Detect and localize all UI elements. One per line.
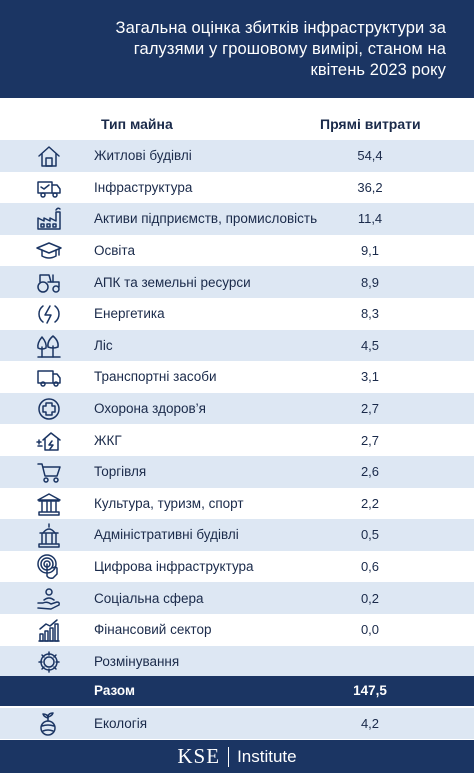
energy-icon	[34, 301, 64, 327]
row-label: ЖКГ	[94, 432, 122, 448]
row-label: Охорона здоров’я	[94, 401, 206, 417]
trees-icon	[34, 333, 64, 359]
row-value: 2,2	[360, 495, 380, 511]
table-row: Житлові будівлі 54,4	[0, 140, 474, 172]
row-value: 8,3	[360, 306, 380, 322]
truck-icon	[34, 175, 64, 201]
row-value: 0,0	[360, 622, 380, 638]
row-label: Соціальна сфера	[94, 590, 204, 606]
table-row: Адміністративні будівлі 0,5	[0, 519, 474, 551]
table-row: Соціальна сфера 0,2	[0, 582, 474, 614]
van-icon	[34, 364, 64, 390]
row-label: Транспортні засоби	[94, 369, 217, 385]
header-banner: Загальна оцінка збитків інфраструктури з…	[0, 0, 474, 98]
column-header-cost: Прямі витрати	[320, 116, 421, 132]
table-row: Інфраструктура 36,2	[0, 171, 474, 204]
medical-cross-icon	[34, 396, 64, 422]
table-row: АПК та земельні ресурси 8,9	[0, 266, 474, 298]
table-row: Енергетика 8,3	[0, 297, 474, 330]
digital-hand-icon	[34, 553, 64, 580]
title-line-2: галузями у грошовому вимірі, станом на	[133, 39, 446, 58]
table-row: Торгівля 2,6	[0, 455, 474, 488]
row-label: Цифрова інфраструктура	[94, 559, 254, 575]
row-value: 0,2	[360, 590, 380, 606]
tractor-icon	[34, 269, 64, 295]
institute-label: Institute	[237, 746, 297, 766]
title-line-1: Загальна оцінка збитків інфраструктури з…	[115, 18, 446, 37]
total-row: Разом 147,5	[0, 676, 474, 706]
row-value: 36,2	[357, 179, 383, 195]
page-title: Загальна оцінка збитків інфраструктури з…	[116, 18, 446, 81]
shopping-cart-icon	[34, 459, 64, 485]
row-label: Культура, туризм, спорт	[94, 495, 244, 511]
factory-icon	[34, 206, 64, 232]
row-value: 2,7	[360, 401, 380, 417]
demining-gear-icon	[34, 649, 64, 675]
row-label: Ліс	[94, 337, 113, 353]
row-value: 0,5	[360, 527, 380, 543]
footer-divider	[228, 746, 230, 767]
total-label: Разом	[94, 683, 135, 698]
graduation-cap-icon	[34, 238, 64, 264]
row-label: Торгівля	[94, 464, 147, 480]
row-value: 54,4	[357, 148, 383, 164]
row-value: 8,9	[360, 274, 380, 290]
footer-brand: KSE Institute	[0, 740, 474, 773]
table-row: Культура, туризм, спорт 2,2	[0, 487, 474, 520]
row-label: Фінансовий сектор	[94, 622, 212, 638]
ecology-row: Екологія 4,2	[0, 708, 474, 739]
row-label: Освіта	[94, 243, 135, 259]
social-hand-icon	[34, 585, 64, 611]
table-row: Активи підприємств, промисловість 11,4	[0, 203, 474, 235]
row-value: 0,6	[360, 559, 380, 575]
ecology-label: Екологія	[94, 716, 148, 731]
row-value: 4,5	[360, 337, 380, 353]
museum-icon	[34, 491, 64, 517]
row-label: Інфраструктура	[94, 179, 193, 195]
table-row: ЖКГ 2,7	[0, 424, 474, 456]
column-headers: Тип майна Прямі витрати	[0, 108, 474, 140]
table-row: Транспортні засоби 3,1	[0, 361, 474, 393]
row-label: Енергетика	[94, 306, 165, 322]
row-value: 9,1	[360, 243, 380, 259]
row-label: Активи підприємств, промисловість	[94, 211, 318, 227]
finance-chart-icon	[34, 617, 64, 643]
table-row: Ліс 4,5	[0, 329, 474, 362]
ecology-value: 4,2	[360, 716, 380, 731]
table-row: Цифрова інфраструктура 0,6	[0, 550, 474, 583]
row-value: 11,4	[357, 211, 383, 227]
government-building-icon	[34, 522, 64, 548]
table-row: Освіта 9,1	[0, 234, 474, 267]
house-icon	[34, 143, 64, 169]
damage-table: Житлові будівлі 54,4 Інфраструктура 36,2 Акт…	[0, 140, 474, 678]
table-row: Фінансовий сектор 0,0	[0, 613, 474, 646]
title-line-3: квітень 2023 року	[310, 60, 446, 79]
row-value: 2,6	[360, 464, 380, 480]
row-label: Житлові будівлі	[94, 148, 192, 164]
row-label: Адміністративні будівлі	[94, 527, 239, 543]
row-value: 3,1	[360, 369, 380, 385]
kse-logo: KSE	[177, 744, 221, 768]
row-value: 2,7	[360, 432, 380, 448]
table-row: Розмінування	[0, 645, 474, 678]
row-label: АПК та земельні ресурси	[94, 274, 251, 290]
column-header-type: Тип майна	[101, 116, 173, 132]
table-row: Охорона здоров’я 2,7	[0, 392, 474, 425]
utility-house-icon	[34, 427, 64, 453]
plant-globe-icon	[34, 711, 64, 737]
row-label: Розмінування	[94, 653, 180, 669]
total-value: 147,5	[353, 683, 387, 698]
